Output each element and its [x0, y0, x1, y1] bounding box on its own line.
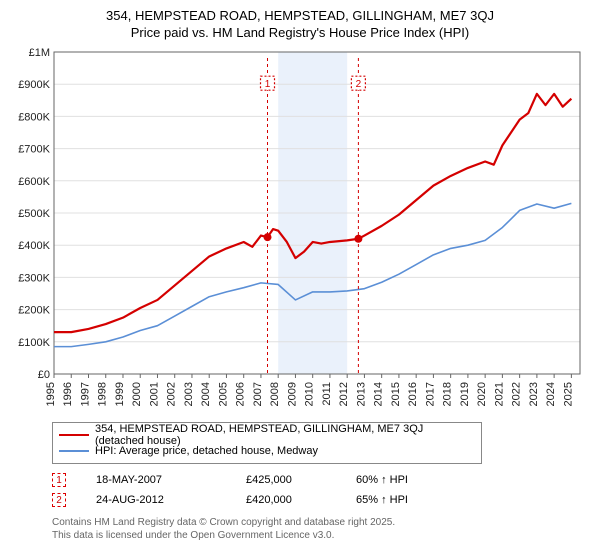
svg-text:2017: 2017	[424, 382, 436, 406]
title-address: 354, HEMPSTEAD ROAD, HEMPSTEAD, GILLINGH…	[10, 8, 590, 23]
marker-row: 2 24-AUG-2012£420,00065% ↑ HPI	[52, 490, 590, 510]
svg-text:1999: 1999	[114, 382, 126, 406]
svg-text:2014: 2014	[373, 382, 385, 406]
svg-text:2022: 2022	[511, 382, 523, 406]
footer-attribution: Contains HM Land Registry data © Crown c…	[52, 516, 590, 542]
svg-text:2019: 2019	[459, 382, 471, 406]
marker-pct: 65% ↑ HPI	[356, 494, 506, 506]
legend-swatch	[59, 434, 89, 437]
marker-price: £420,000	[246, 494, 356, 506]
marker-row: 1 18-MAY-2007£425,00060% ↑ HPI	[52, 470, 590, 490]
marker-date: 24-AUG-2012	[96, 494, 246, 506]
legend-label: 354, HEMPSTEAD ROAD, HEMPSTEAD, GILLINGH…	[95, 423, 475, 447]
svg-text:1996: 1996	[62, 382, 74, 406]
marker-table: 1 18-MAY-2007£425,00060% ↑ HPI 2 24-AUG-201…	[52, 470, 590, 510]
svg-text:2024: 2024	[545, 382, 557, 406]
legend-box: 354, HEMPSTEAD ROAD, HEMPSTEAD, GILLINGH…	[52, 422, 482, 464]
svg-text:£900K: £900K	[18, 79, 50, 91]
legend-item: 354, HEMPSTEAD ROAD, HEMPSTEAD, GILLINGH…	[59, 427, 475, 443]
svg-text:1997: 1997	[79, 382, 91, 406]
title-subtitle: Price paid vs. HM Land Registry's House …	[10, 25, 590, 40]
marker-date: 18-MAY-2007	[96, 474, 246, 486]
svg-text:2008: 2008	[269, 382, 281, 406]
marker-badge: 1	[52, 473, 66, 487]
svg-text:£400K: £400K	[18, 240, 50, 252]
svg-text:2000: 2000	[131, 382, 143, 406]
svg-text:1: 1	[265, 79, 271, 90]
svg-text:2012: 2012	[338, 382, 350, 406]
svg-text:£800K: £800K	[18, 111, 50, 123]
title-block: 354, HEMPSTEAD ROAD, HEMPSTEAD, GILLINGH…	[10, 8, 590, 40]
svg-text:2006: 2006	[235, 382, 247, 406]
svg-text:2002: 2002	[166, 382, 178, 406]
svg-text:2015: 2015	[390, 382, 402, 406]
marker-price: £425,000	[246, 474, 356, 486]
svg-text:2009: 2009	[286, 382, 298, 406]
svg-text:2013: 2013	[355, 382, 367, 406]
svg-text:2005: 2005	[217, 382, 229, 406]
svg-text:2004: 2004	[200, 382, 212, 406]
line-chart-svg: £0 £100K £200K £300K £400K £500K £600K £700K £80…	[10, 46, 590, 416]
marker-badge: 2	[52, 493, 66, 507]
chart-container: 354, HEMPSTEAD ROAD, HEMPSTEAD, GILLINGH…	[0, 0, 600, 560]
svg-text:£200K: £200K	[18, 305, 50, 317]
svg-text:£1M: £1M	[29, 47, 50, 59]
svg-text:2016: 2016	[407, 382, 419, 406]
chart-area: £0 £100K £200K £300K £400K £500K £600K £700K £80…	[10, 46, 590, 416]
svg-text:£600K: £600K	[18, 176, 50, 188]
svg-text:£300K: £300K	[18, 272, 50, 284]
svg-text:2025: 2025	[562, 382, 574, 406]
svg-text:£100K: £100K	[18, 337, 50, 349]
svg-text:2021: 2021	[493, 382, 505, 406]
svg-text:£700K: £700K	[18, 144, 50, 156]
svg-text:1998: 1998	[97, 382, 109, 406]
svg-text:2: 2	[356, 79, 362, 90]
svg-text:2010: 2010	[304, 382, 316, 406]
svg-text:2018: 2018	[442, 382, 454, 406]
svg-text:2007: 2007	[252, 382, 264, 406]
footer-line1: Contains HM Land Registry data © Crown c…	[52, 516, 590, 529]
legend-label: HPI: Average price, detached house, Medw…	[95, 445, 318, 457]
svg-text:£0: £0	[38, 369, 50, 381]
svg-text:2001: 2001	[148, 382, 160, 406]
svg-text:2020: 2020	[476, 382, 488, 406]
svg-text:1995: 1995	[45, 382, 57, 406]
svg-text:2011: 2011	[321, 382, 333, 406]
svg-text:2003: 2003	[183, 382, 195, 406]
footer-line2: This data is licensed under the Open Gov…	[52, 529, 590, 542]
legend-swatch	[59, 450, 89, 452]
svg-text:2023: 2023	[528, 382, 540, 406]
svg-text:£500K: £500K	[18, 208, 50, 220]
marker-pct: 60% ↑ HPI	[356, 474, 506, 486]
